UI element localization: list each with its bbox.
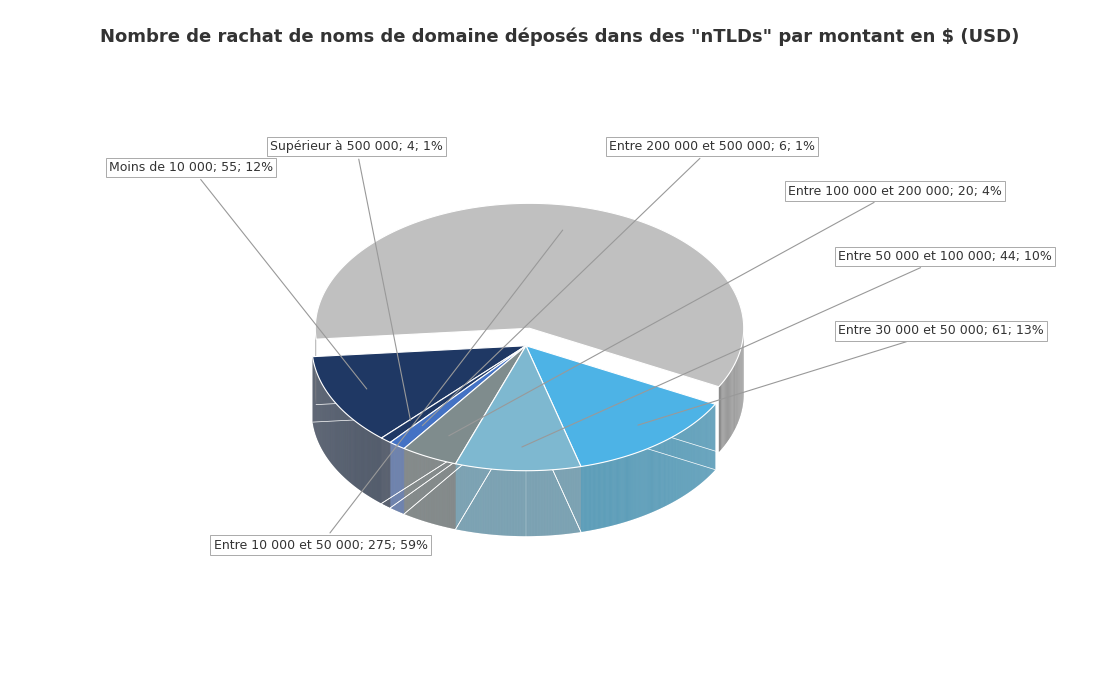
Polygon shape [526,346,716,466]
Polygon shape [382,346,526,442]
Polygon shape [404,346,526,464]
Text: Entre 200 000 et 500 000; 6; 1%: Entre 200 000 et 500 000; 6; 1% [422,140,815,426]
Polygon shape [456,346,581,471]
Text: Entre 10 000 et 50 000; 275; 59%: Entre 10 000 et 50 000; 275; 59% [214,230,562,552]
Polygon shape [390,346,526,449]
Polygon shape [719,385,720,452]
Text: Entre 30 000 et 50 000; 61; 13%: Entre 30 000 et 50 000; 61; 13% [638,325,1044,425]
Polygon shape [721,383,722,449]
Text: Nombre de rachat de noms de domaine déposés dans des "nTLDs" par montant en $ (U: Nombre de rachat de noms de domaine dépo… [101,28,1019,46]
Polygon shape [316,204,744,387]
Text: Supérieur à 500 000; 4; 1%: Supérieur à 500 000; 4; 1% [270,140,442,420]
Text: Entre 50 000 et 100 000; 44; 10%: Entre 50 000 et 100 000; 44; 10% [522,250,1052,447]
Polygon shape [312,346,526,438]
Polygon shape [720,384,721,451]
Polygon shape [722,381,724,448]
Text: Entre 100 000 et 200 000; 20; 4%: Entre 100 000 et 200 000; 20; 4% [449,184,1001,436]
Text: Moins de 10 000; 55; 12%: Moins de 10 000; 55; 12% [109,161,366,389]
